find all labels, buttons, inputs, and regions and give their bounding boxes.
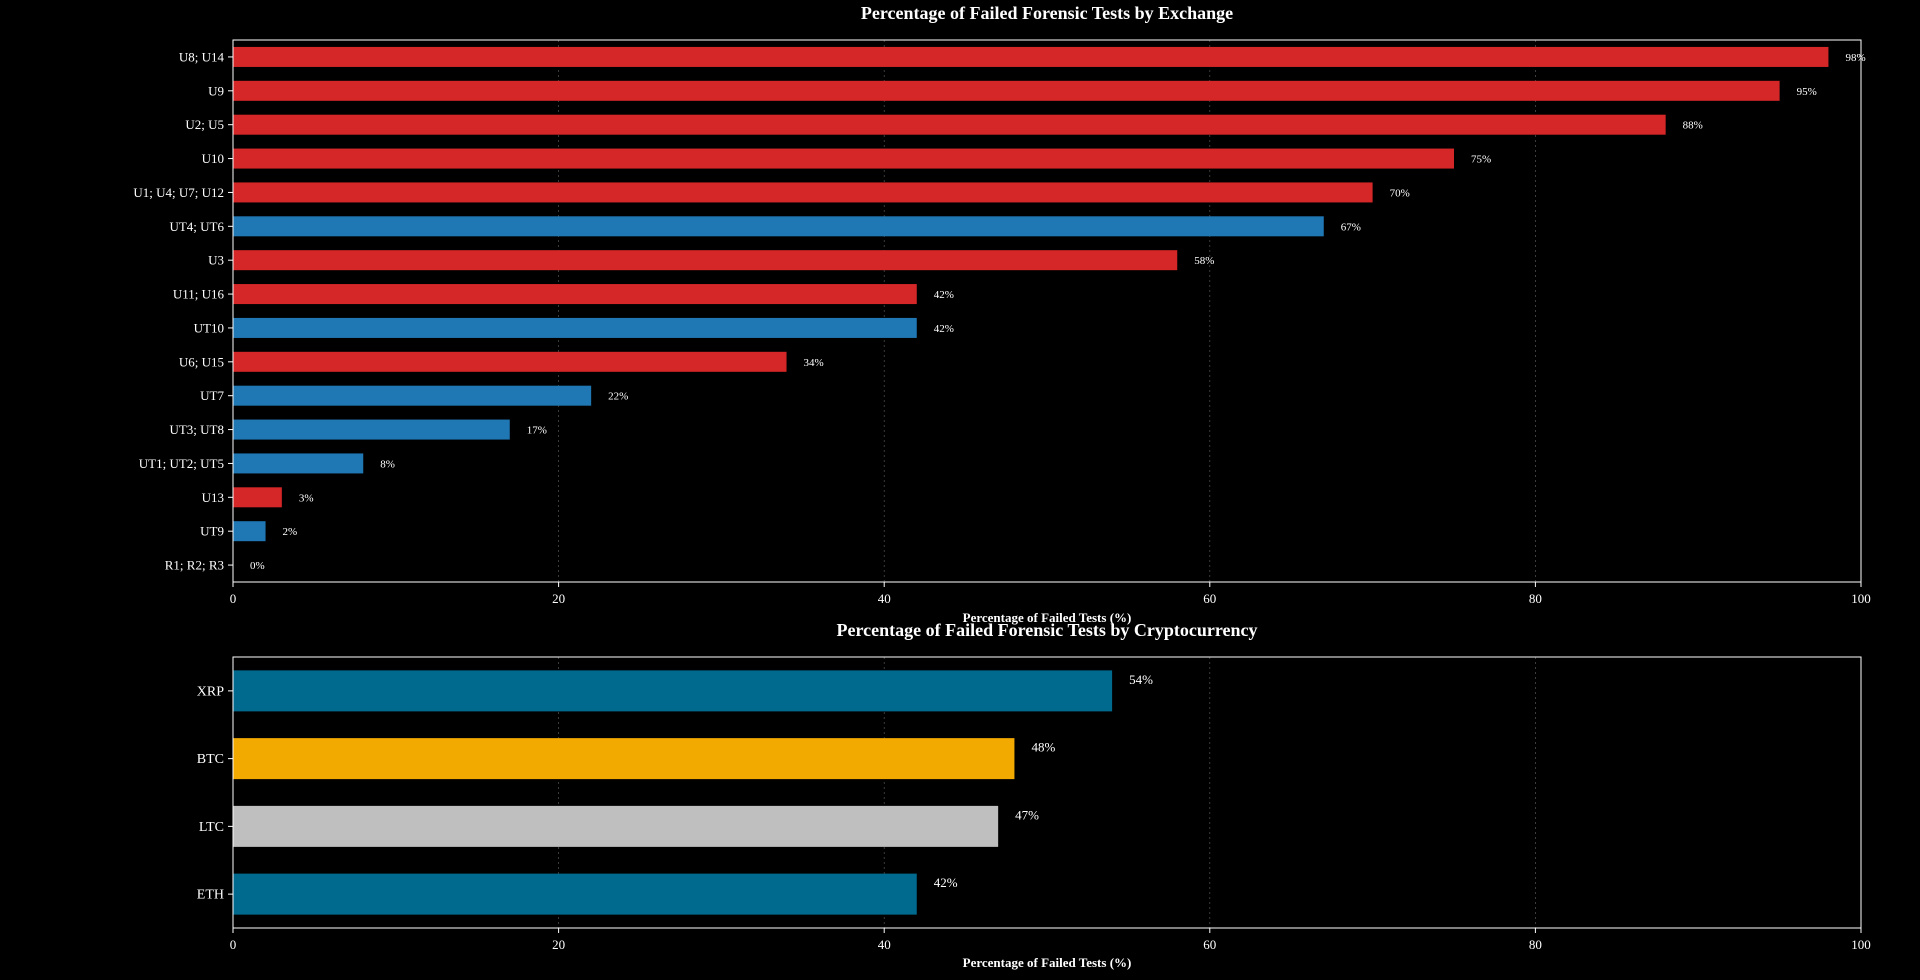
crypto-data-label: 42% — [934, 875, 958, 890]
crypto-bar — [233, 670, 1113, 712]
crypto-category-label: BTC — [197, 752, 224, 767]
exchange-category-label: U8; U14 — [179, 49, 225, 64]
exchange-bar — [233, 216, 1324, 237]
crypto-category-label: XRP — [197, 684, 224, 699]
exchange-category-label: U1; U4; U7; U12 — [133, 185, 224, 200]
exchange-data-label: 58% — [1194, 255, 1214, 267]
exchange-bar — [233, 419, 510, 440]
exchange-bar — [233, 487, 282, 508]
exchange-chart-xlabel: Percentage of Failed Tests (%) — [963, 610, 1132, 625]
exchange-bar — [233, 114, 1666, 135]
crypto-chart-xlabel: Percentage of Failed Tests (%) — [963, 955, 1132, 970]
exchange-data-label: 98% — [1845, 52, 1865, 64]
exchange-bar — [233, 317, 917, 338]
exchange-bar — [233, 284, 917, 305]
exchange-bar — [233, 453, 364, 474]
exchange-category-label: UT1; UT2; UT5 — [139, 456, 224, 471]
exchange-category-label: UT9 — [200, 524, 224, 539]
exchange-data-label: 34% — [804, 357, 824, 369]
exchange-xtick-label: 100 — [1851, 591, 1871, 606]
exchange-data-label: 17% — [527, 425, 547, 437]
exchange-plot-frame — [232, 39, 1862, 583]
exchange-bar — [233, 250, 1178, 271]
crypto-xtick-label: 60 — [1203, 937, 1216, 952]
exchange-category-label: UT7 — [200, 388, 224, 403]
exchange-data-label: 88% — [1683, 120, 1703, 132]
crypto-bar — [233, 805, 999, 847]
exchange-data-label: 8% — [380, 458, 395, 470]
crypto-plot-frame — [232, 656, 1862, 929]
crypto-bar — [233, 738, 1015, 780]
exchange-data-label: 3% — [299, 492, 314, 504]
exchange-bar — [233, 385, 592, 406]
exchange-xtick-label: 40 — [878, 591, 891, 606]
exchange-data-label: 0% — [250, 560, 265, 572]
exchange-category-label: UT3; UT8 — [169, 422, 224, 437]
crypto-xtick-label: 0 — [230, 937, 237, 952]
exchange-xtick-label: 20 — [552, 591, 565, 606]
exchange-chart-panel: Percentage of Failed Forensic Tests by E… — [133, 3, 1870, 625]
exchange-category-label: UT10 — [194, 320, 224, 335]
exchange-category-label: U11; U16 — [173, 287, 225, 302]
exchange-data-label: 75% — [1471, 154, 1491, 166]
crypto-data-label: 54% — [1129, 672, 1153, 687]
crypto-data-label: 47% — [1015, 807, 1039, 822]
crypto-data-label: 48% — [1031, 740, 1055, 755]
crypto-xtick-label: 100 — [1851, 937, 1871, 952]
exchange-category-label: U10 — [202, 151, 224, 166]
exchange-category-label: R1; R2; R3 — [165, 558, 224, 573]
exchange-chart-title: Percentage of Failed Forensic Tests by E… — [861, 3, 1233, 23]
exchange-data-label: 95% — [1797, 86, 1817, 98]
crypto-chart-panel: Percentage of Failed Forensic Tests by C… — [197, 620, 1871, 970]
exchange-bar — [233, 182, 1373, 203]
exchange-bar — [233, 521, 266, 542]
exchange-category-label: U3 — [208, 253, 224, 268]
exchange-data-label: 67% — [1341, 221, 1361, 233]
exchange-bar — [233, 46, 1829, 67]
exchange-category-label: UT4; UT6 — [169, 219, 224, 234]
exchange-xtick-label: 60 — [1203, 591, 1216, 606]
exchange-bar — [233, 351, 787, 372]
exchange-xtick-label: 0 — [230, 591, 237, 606]
exchange-category-label: U2; U5 — [185, 117, 224, 132]
exchange-data-label: 2% — [283, 526, 298, 538]
exchange-category-label: U9 — [208, 83, 224, 98]
exchange-data-label: 42% — [934, 323, 954, 335]
crypto-bar — [233, 873, 917, 915]
exchange-data-label: 22% — [608, 391, 628, 403]
exchange-data-label: 42% — [934, 289, 954, 301]
crypto-chart-title: Percentage of Failed Forensic Tests by C… — [837, 620, 1258, 640]
crypto-xtick-label: 80 — [1529, 937, 1542, 952]
crypto-category-label: LTC — [199, 820, 224, 835]
exchange-xtick-label: 80 — [1529, 591, 1542, 606]
exchange-data-label: 70% — [1390, 187, 1410, 199]
exchange-bar — [233, 148, 1454, 169]
crypto-xtick-label: 40 — [878, 937, 891, 952]
exchange-category-label: U6; U15 — [179, 354, 224, 369]
crypto-category-label: ETH — [197, 888, 224, 903]
exchange-bar — [233, 80, 1780, 101]
exchange-category-label: U13 — [202, 490, 224, 505]
crypto-xtick-label: 20 — [552, 937, 565, 952]
